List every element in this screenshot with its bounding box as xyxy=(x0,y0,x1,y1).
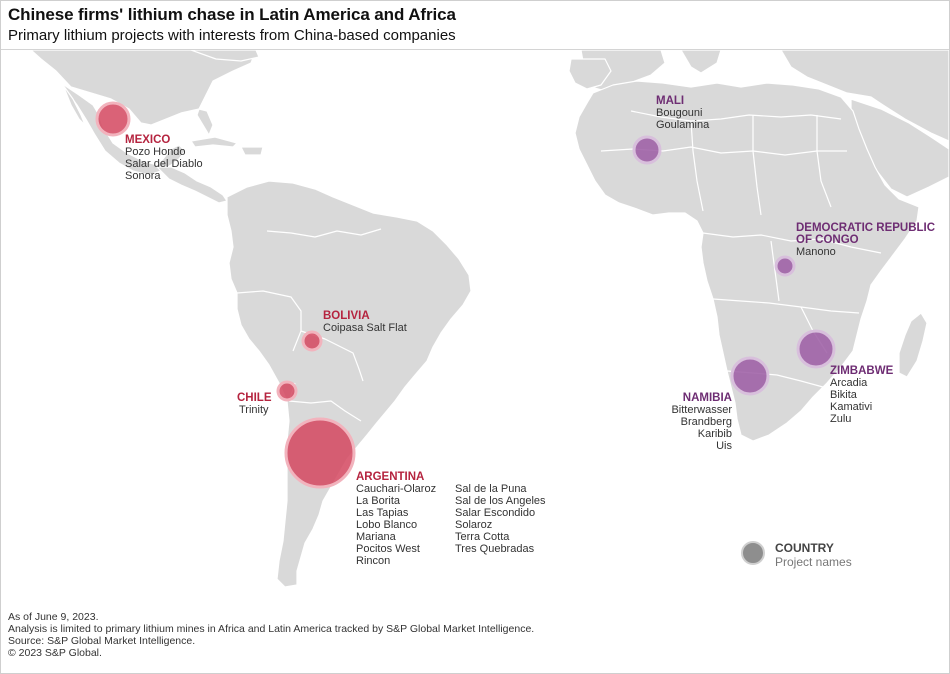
land-cuba xyxy=(190,136,238,148)
project-name: Karibib xyxy=(697,428,732,440)
footnotes: As of June 9, 2023. Analysis is limited … xyxy=(8,611,534,659)
country-name: NAMIBIA xyxy=(682,392,732,404)
project-name: Salar Escondido xyxy=(455,507,536,519)
country-name: MEXICO xyxy=(125,134,171,146)
border-sa-3 xyxy=(288,400,362,422)
border-af-5 xyxy=(816,115,832,208)
bubble-chile xyxy=(276,380,298,402)
land-italy xyxy=(680,50,722,74)
label-mali: MALI Bougouni Goulamina xyxy=(656,95,709,131)
label-chile: CHILE Trinity xyxy=(237,392,272,416)
project-name: Bitterwasser xyxy=(671,404,732,416)
land-north-america xyxy=(30,50,257,126)
label-namibia: NAMIBIA Bitterwasser Brandberg Karibib U… xyxy=(653,392,732,452)
country-name: ARGENTINA xyxy=(356,471,425,483)
legend-country-label: COUNTRY xyxy=(775,541,834,555)
land-turkey-me xyxy=(780,50,949,142)
border-af-1 xyxy=(630,110,842,122)
border-af-7 xyxy=(712,298,860,314)
label-mexico: MEXICO Pozo Hondo Salar del Diablo Sonor… xyxy=(125,134,203,182)
country-name: ZIMBABWE xyxy=(830,365,894,377)
project-bubbles xyxy=(95,101,836,489)
project-name: Rincon xyxy=(356,555,391,567)
project-name: Sal de los Angeles xyxy=(455,495,546,507)
project-name: Bougouni xyxy=(656,107,703,119)
project-name: Tres Quebradas xyxy=(455,543,535,555)
project-name: Mariana xyxy=(356,531,396,543)
bubble-namibia xyxy=(730,356,770,396)
border-af-6 xyxy=(702,232,882,254)
label-bolivia: BOLIVIA Coipasa Salt Flat xyxy=(323,310,407,334)
project-name: La Borita xyxy=(356,495,401,507)
project-name: Kamativi xyxy=(830,401,873,413)
country-name: DEMOCRATIC REPUBLIC xyxy=(796,222,936,234)
project-name: Trinity xyxy=(239,404,269,416)
title-divider xyxy=(1,49,949,50)
project-name: Zulu xyxy=(830,413,852,425)
country-name: OF CONGO xyxy=(796,234,859,246)
footnote-scope: Analysis is limited to primary lithium m… xyxy=(8,623,535,635)
project-name: Uis xyxy=(716,440,732,452)
project-name: Arcadia xyxy=(830,377,868,389)
legend-circle-icon xyxy=(741,541,765,565)
land-baja xyxy=(62,84,86,126)
chart-subtitle: Primary lithium projects with interests … xyxy=(8,27,456,44)
bubble-mexico xyxy=(95,101,131,137)
border-af-9 xyxy=(770,240,780,302)
label-argentina: ARGENTINA Cauchari-Olaroz La Borita Las … xyxy=(356,471,436,567)
footnote-date: As of June 9, 2023. xyxy=(8,611,99,623)
project-name: Cauchari-Olaroz xyxy=(356,483,437,495)
bubble-argentina xyxy=(284,417,356,489)
project-name: Goulamina xyxy=(656,119,710,131)
label-argentina-col2: Sal de la Puna Sal de los Angeles Salar … xyxy=(455,483,546,555)
project-name: Solaroz xyxy=(455,519,493,531)
land-madagascar xyxy=(898,312,928,378)
legend-project-label: Project names xyxy=(775,555,852,569)
country-name: CHILE xyxy=(237,392,272,404)
border-sa-4 xyxy=(266,228,382,238)
border-af-4 xyxy=(752,115,762,216)
land-florida xyxy=(196,108,214,136)
country-name: MALI xyxy=(656,95,685,107)
country-name: BOLIVIA xyxy=(323,310,370,322)
land-canada-top xyxy=(190,50,260,62)
project-name: Lobo Blanco xyxy=(356,519,418,531)
land-hispaniola xyxy=(240,146,264,156)
bubble-drc xyxy=(774,255,796,277)
bubble-mali xyxy=(632,135,662,165)
border-sa-1 xyxy=(236,290,302,352)
project-name: Brandberg xyxy=(680,416,732,428)
project-name: Pocitos West xyxy=(356,543,420,555)
project-name: Manono xyxy=(796,246,836,258)
land-spain xyxy=(568,58,612,90)
label-zimbabwe: ZIMBABWE Arcadia Bikita Kamativi Zulu xyxy=(830,365,893,425)
project-name: Las Tapias xyxy=(356,507,409,519)
project-name: Sal de la Puna xyxy=(455,483,527,495)
project-name: Sonora xyxy=(125,170,161,182)
project-name: Bikita xyxy=(830,389,857,401)
chart-title: Chinese firms' lithium chase in Latin Am… xyxy=(8,5,456,24)
project-name: Pozo Hondo xyxy=(125,146,186,158)
map-area xyxy=(1,50,949,605)
footnote-copyright: © 2023 S&P Global. xyxy=(8,647,102,659)
border-af-3 xyxy=(690,120,704,212)
world-map xyxy=(30,50,949,588)
land-south-america xyxy=(226,180,472,588)
project-name: Salar del Diablo xyxy=(125,158,203,170)
footnote-source: Source: S&P Global Market Intelligence. xyxy=(8,635,196,647)
project-name: Terra Cotta xyxy=(455,531,510,543)
bubble-zimbabwe xyxy=(796,329,836,369)
project-name: Coipasa Salt Flat xyxy=(323,322,407,334)
bubble-bolivia xyxy=(301,330,323,352)
label-drc: DEMOCRATIC REPUBLIC OF CONGO Manono xyxy=(796,222,935,258)
